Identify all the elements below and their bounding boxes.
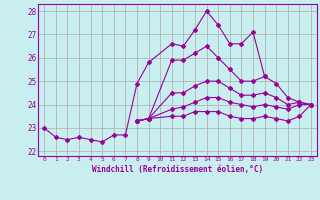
X-axis label: Windchill (Refroidissement éolien,°C): Windchill (Refroidissement éolien,°C) xyxy=(92,165,263,174)
